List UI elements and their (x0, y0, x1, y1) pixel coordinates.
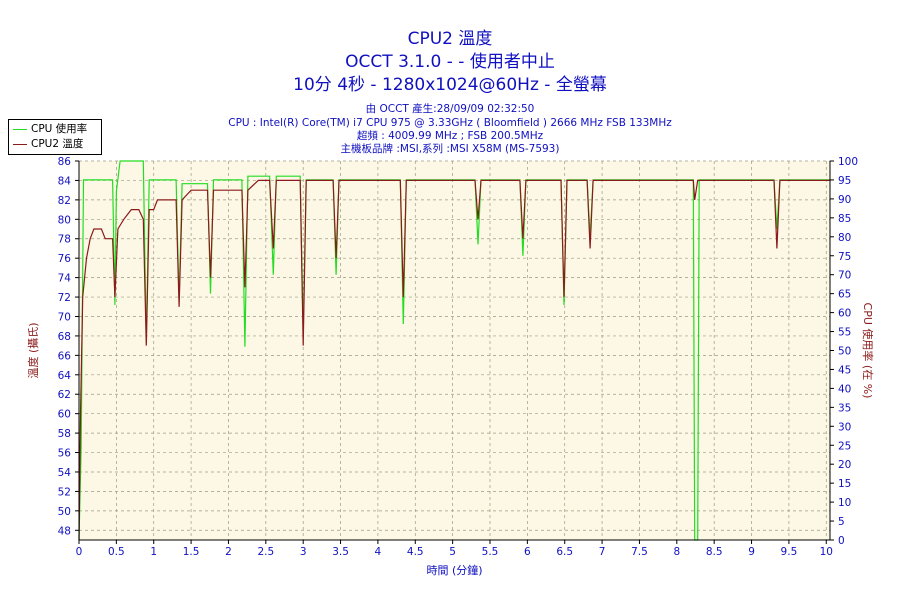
y-left-tick-label: 68 (58, 331, 71, 343)
y-right-tick-label: 95 (838, 175, 851, 187)
x-tick-label: 0.5 (108, 546, 125, 558)
y-left-tick-label: 50 (58, 506, 71, 518)
y-right-tick-label: 0 (838, 535, 845, 547)
x-tick-label: 7 (599, 546, 606, 558)
chart-subtitle-occt: OCCT 3.1.0 - - 使用者中止 (345, 52, 555, 72)
y-left-tick-label: 86 (58, 156, 72, 168)
x-tick-label: 8 (673, 546, 680, 558)
info-overclock: 超頻 : 4009.99 MHz ; FSB 200.5MHz (356, 130, 544, 142)
x-tick-label: 9 (748, 546, 755, 558)
x-tick-label: 5 (449, 546, 456, 558)
y-right-tick-label: 100 (838, 156, 858, 168)
x-tick-label: 1 (150, 546, 157, 558)
y-right-tick-label: 80 (838, 232, 851, 244)
y-right-axis-label: CPU 使用率 (在 %) (861, 303, 875, 399)
y-right-tick-label: 70 (838, 270, 851, 282)
info-motherboard: 主機板品牌 :MSI,系列 :MSI X58M (MS-7593) (340, 143, 560, 155)
series-line-cpu2-temp (78, 179, 830, 541)
x-tick-label: 0 (76, 546, 83, 558)
plot-area (79, 161, 830, 540)
y-right-tick-label: 55 (838, 327, 851, 339)
chart-subtitle-duration: 10分 4秒 - 1280x1024@60Hz - 全螢幕 (293, 75, 607, 95)
y-left-tick-label: 78 (58, 234, 71, 246)
y-right-tick-label: 90 (838, 194, 851, 206)
y-left-tick-label: 82 (58, 195, 71, 207)
x-tick-label: 7.5 (631, 546, 648, 558)
y-left-tick-label: 72 (58, 292, 71, 304)
y-right-tick-label: 30 (838, 421, 851, 433)
y-right-tick-label: 60 (838, 308, 851, 320)
y-left-tick-label: 48 (58, 525, 71, 537)
chart-title: CPU2 溫度 (407, 29, 493, 49)
legend: CPU 使用率 CPU2 溫度 (8, 119, 102, 155)
y-right-tick-label: 50 (838, 346, 851, 358)
y-right-tick-label: 10 (838, 497, 851, 509)
x-tick-label: 5.5 (482, 546, 499, 558)
y-left-tick-label: 74 (58, 273, 72, 285)
x-tick-label: 2 (225, 546, 232, 558)
x-tick-label: 6 (524, 546, 531, 558)
legend-swatch-cpu2-temp (13, 143, 27, 145)
y-left-axis-label: 溫度 (攝氏) (26, 322, 40, 378)
x-tick-label: 2.5 (257, 546, 274, 558)
y-right-tick-label: 35 (838, 402, 851, 414)
y-left-tick-label: 52 (58, 486, 71, 498)
y-right-tick-label: 5 (838, 516, 845, 528)
y-right-tick-label: 65 (838, 289, 851, 301)
y-right-tick-label: 40 (838, 383, 851, 395)
y-left-tick-label: 84 (58, 175, 72, 187)
y-left-tick-label: 70 (58, 311, 71, 323)
y-right-tick-label: 75 (838, 251, 851, 263)
y-left-tick-label: 54 (58, 467, 72, 479)
x-tick-label: 4 (375, 546, 382, 558)
y-left-tick-label: 80 (58, 214, 71, 226)
y-left-tick-label: 56 (58, 448, 72, 460)
y-right-tick-label: 20 (838, 459, 851, 471)
x-tick-label: 10 (820, 546, 833, 558)
legend-item-cpu-usage: CPU 使用率 (13, 122, 87, 136)
x-tick-label: 3.5 (332, 546, 349, 558)
x-tick-label: 9.5 (781, 546, 798, 558)
y-left-tick-label: 60 (58, 409, 71, 421)
y-right-tick-label: 85 (838, 213, 851, 225)
y-left-tick-label: 66 (58, 350, 72, 362)
x-axis-label: 時間 (分鐘) (426, 563, 482, 577)
legend-swatch-cpu-usage (13, 128, 27, 130)
x-tick-label: 8.5 (706, 546, 723, 558)
info-cpu: CPU : Intel(R) Core(TM) i7 CPU 975 @ 3.3… (228, 117, 672, 129)
y-right-tick-label: 25 (838, 440, 851, 452)
y-right-tick-label: 15 (838, 478, 851, 490)
y-left-tick-label: 58 (58, 428, 71, 440)
legend-label-cpu2-temp: CPU2 溫度 (31, 138, 84, 150)
y-right-tick-label: 45 (838, 364, 851, 376)
y-left-tick-label: 62 (58, 389, 71, 401)
legend-item-cpu2-temp: CPU2 溫度 (13, 137, 83, 151)
y-left-tick-label: 76 (58, 253, 72, 265)
y-left-tick-label: 64 (58, 370, 72, 382)
x-tick-label: 6.5 (556, 546, 573, 558)
x-tick-label: 1.5 (183, 546, 200, 558)
legend-label-cpu-usage: CPU 使用率 (31, 123, 88, 135)
info-generated: 由 OCCT 產生:28/09/09 02:32:50 (365, 103, 535, 115)
x-tick-label: 4.5 (407, 546, 424, 558)
x-tick-label: 3 (300, 546, 307, 558)
